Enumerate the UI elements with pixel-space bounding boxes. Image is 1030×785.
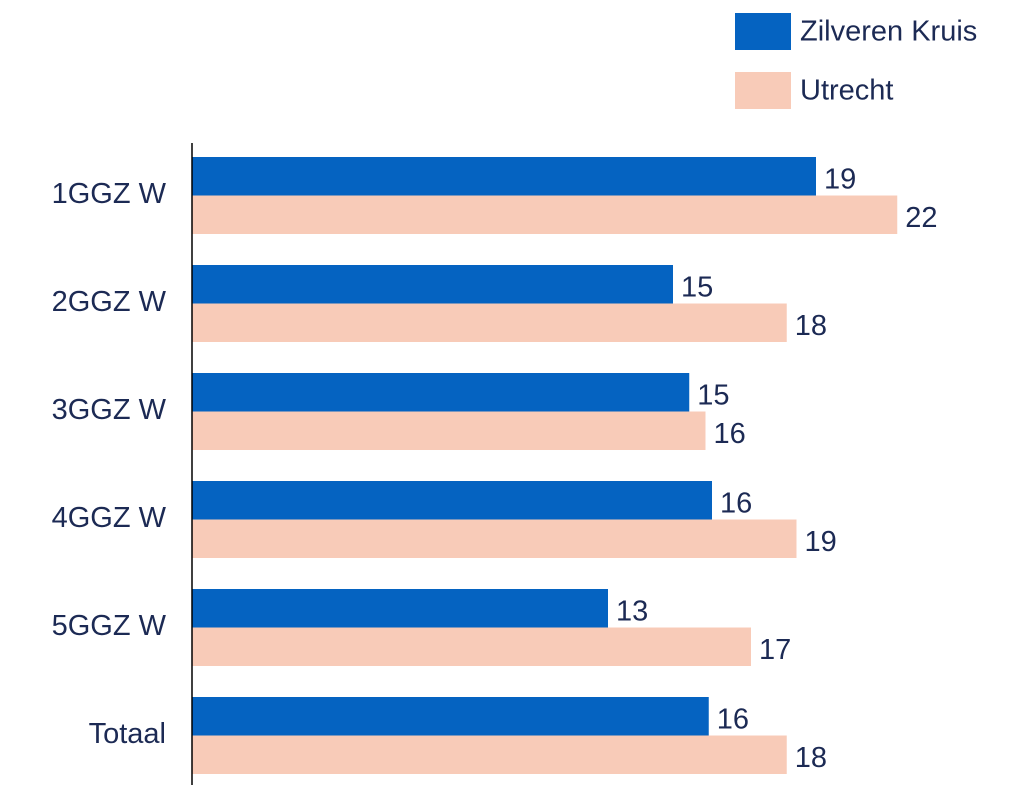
y-tick-label: 1GGZ W	[52, 178, 167, 210]
label-background	[717, 487, 756, 518]
bar	[192, 481, 712, 520]
bar	[192, 265, 673, 304]
legend-label: Utrecht	[800, 75, 893, 107]
bar	[192, 411, 706, 450]
label-background	[694, 379, 733, 410]
bar	[192, 735, 787, 774]
data-label: 22	[905, 202, 937, 234]
data-label: 19	[824, 164, 856, 196]
label-background	[821, 163, 860, 194]
data-label: 18	[795, 742, 827, 774]
data-label: 16	[717, 704, 749, 736]
label-background	[678, 271, 717, 302]
bar	[192, 373, 690, 412]
legend-label: Zilveren Kruis	[800, 16, 977, 48]
bar	[192, 195, 898, 234]
label-background	[613, 595, 652, 626]
bar	[192, 589, 608, 628]
data-label: 17	[759, 634, 791, 666]
data-label: 16	[720, 488, 752, 520]
y-tick-label: Totaal	[89, 718, 166, 750]
y-tick-label: 4GGZ W	[52, 502, 167, 534]
data-label: 16	[714, 418, 746, 450]
bar	[192, 519, 797, 558]
label-background	[713, 703, 753, 734]
data-label: 19	[805, 526, 837, 558]
y-tick-label: 5GGZ W	[52, 610, 167, 642]
bar	[192, 157, 816, 196]
bar	[192, 303, 787, 342]
y-tick-label: 2GGZ W	[52, 286, 167, 318]
data-label: 15	[697, 380, 729, 412]
y-tick-label: 3GGZ W	[52, 394, 167, 426]
legend-swatch	[735, 72, 791, 109]
data-label: 13	[616, 596, 648, 628]
bar	[192, 697, 709, 736]
bar	[192, 627, 751, 666]
data-label: 18	[795, 310, 827, 342]
legend-swatch	[735, 13, 791, 50]
data-label: 15	[681, 272, 713, 304]
